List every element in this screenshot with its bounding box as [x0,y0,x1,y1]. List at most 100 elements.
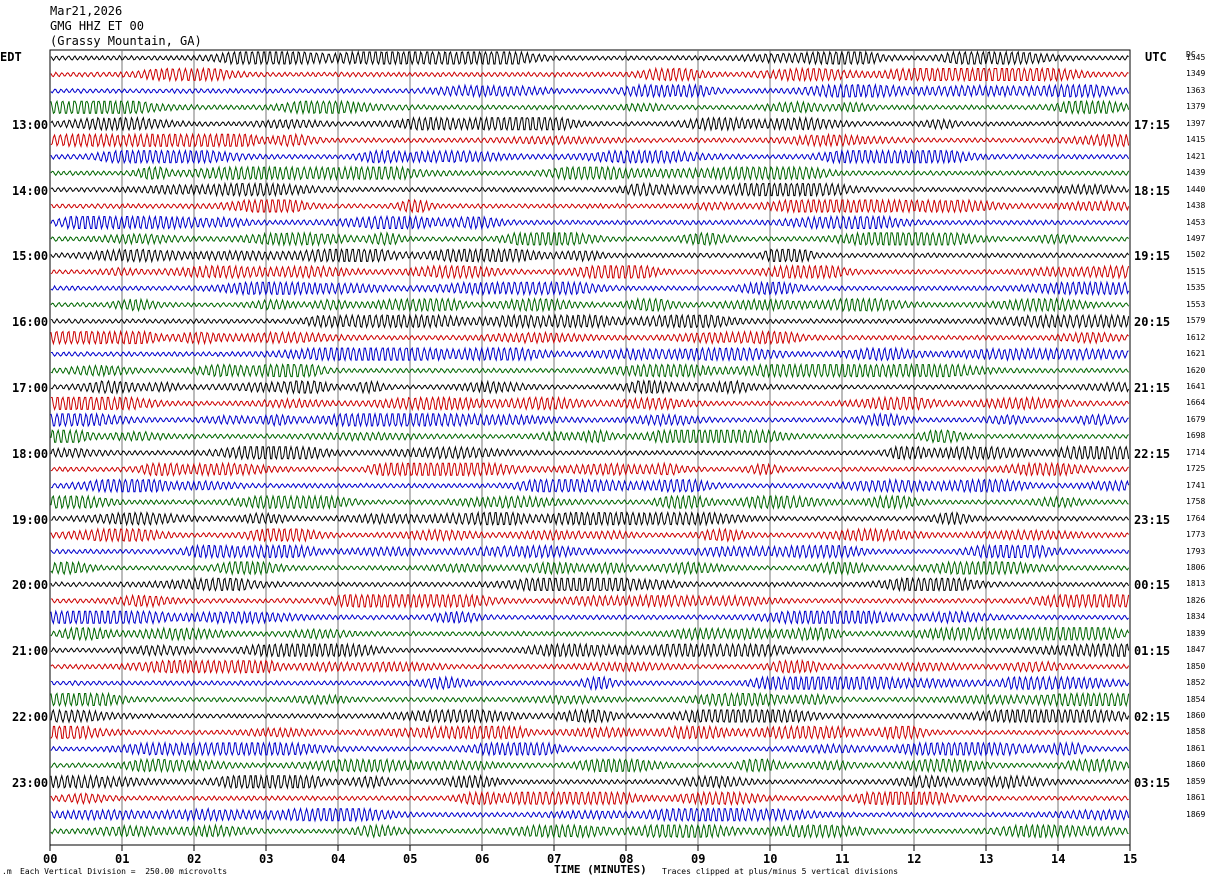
x-tick-label-11: 11 [835,852,850,866]
trace-line [50,494,1129,511]
right-hour-label: 00:15 [1134,578,1171,593]
dc-offset-label: 1612 [1186,332,1206,342]
trace-line [50,395,1130,412]
dc-offset-label: 1679 [1186,414,1206,424]
left-hour-label: 17:00 [12,381,49,395]
trace-line [50,510,1130,527]
right-hour-label: 01:15 [1134,644,1171,659]
trace-line [50,740,1130,757]
dc-offset-label: 1714 [1186,447,1206,457]
trace-line [50,247,1130,264]
trace-line [50,806,1130,823]
dc-offset-label: 1860 [1186,711,1206,720]
trace-line [50,198,1130,214]
x-tick-label-12: 12 [907,852,922,866]
dc-offset-label: 1453 [1186,217,1206,227]
trace-line [50,280,1130,297]
dc-offset-label: 1839 [1186,628,1206,638]
x-tick-label-02: 02 [187,852,202,866]
dc-offset-label: 1349 [1186,69,1206,79]
chart-traces [50,50,1130,840]
trace-line [50,691,1130,708]
trace-line [50,230,1129,247]
left-hour-label: 15:00 [12,249,49,264]
left-hour-label: 23:00 [12,775,49,790]
dc-offset-label: 1698 [1186,431,1206,441]
trace-line [50,724,1130,741]
trace-line [51,477,1130,494]
trace-line [50,346,1129,363]
trace-line [50,329,1129,346]
trace-line [50,543,1130,560]
dc-offset-label: 1793 [1186,546,1206,556]
trace-line [50,165,1130,182]
right-hour-label: 03:15 [1134,775,1171,790]
trace-line [50,823,1129,840]
x-axis-label: TIME (MINUTES) [554,863,647,876]
x-tick-label-06: 06 [475,852,490,866]
right-hour-label: 02:15 [1134,710,1171,724]
trace-line [50,263,1130,280]
trace-line [50,461,1129,478]
dc-offset-label: 1859 [1186,776,1206,786]
trace-line [50,214,1130,231]
right-hour-label: 17:15 [1134,117,1171,132]
x-tick-label-13: 13 [979,852,994,866]
dc-offset-label: 1397 [1186,118,1206,128]
dc-offset-label: 1553 [1186,299,1206,309]
dc-offset-label: 1415 [1186,135,1206,145]
trace-line [50,99,1130,116]
left-hour-label: 16:00 [12,315,49,330]
x-tick-label-08: 08 [619,852,634,866]
trace-line [50,115,1130,132]
dc-offset-label: 1440 [1186,184,1206,194]
trace-line [50,576,1130,593]
trace-line [50,773,1130,790]
dc-offset-label: 1813 [1186,579,1206,589]
dc-offset-label: 1834 [1186,612,1206,622]
plot-date: Mar21,2026 [50,4,123,18]
dc-offset-label: 1641 [1186,382,1206,391]
dc-offset-label: 1826 [1186,595,1206,605]
dc-offset-label: 1850 [1186,661,1206,671]
dc-offset-label: 1858 [1186,727,1206,737]
dc-offset-label: 1869 [1186,809,1206,819]
dc-offset-label: 1620 [1186,365,1206,375]
station-code: GMG HHZ ET 00 [50,19,144,33]
dc-offset-label: 1664 [1186,398,1206,408]
dc-offset-label: 1345 [1186,53,1206,62]
dc-offset-label: 1535 [1186,283,1206,293]
clipping-note: Traces clipped at plus/minus 5 vertical … [662,867,899,876]
x-tick-label-10: 10 [763,852,778,866]
trace-line [50,50,1129,66]
dc-title: DC [1186,50,1196,59]
plot-frame [49,49,1131,846]
dc-offset-label: 1764 [1186,513,1206,523]
right-hour-label: 19:15 [1134,249,1171,264]
dc-offset-label: 1852 [1186,678,1206,688]
dc-offset-label: 1438 [1186,201,1206,211]
trace-line [50,82,1130,99]
dc-offset-label: 1439 [1186,168,1206,178]
dc-offset-label: 1379 [1186,102,1206,112]
left-hour-label: 14:00 [12,183,49,198]
trace-line [50,790,1129,807]
dc-offset-label: 1860 [1186,760,1206,770]
trace-line [50,642,1130,659]
trace-line [50,132,1130,149]
left-axis-title: EDT [0,50,22,64]
footer-mark: .m [2,867,12,876]
right-axis-title: UTC [1145,50,1167,64]
dc-offset-label: 1854 [1186,694,1206,704]
left-hour-label: 20:00 [12,578,49,593]
trace-line [50,428,1129,444]
dc-offset-label: 1861 [1186,743,1206,753]
dc-offset-label: 1363 [1186,85,1206,95]
right-hour-label: 20:15 [1134,315,1171,330]
x-tick-label-14: 14 [1051,852,1066,866]
trace-line [50,757,1130,774]
dc-offset-label: 1421 [1186,151,1206,161]
dc-offset-label: 1621 [1186,349,1206,359]
right-hour-label: 22:15 [1134,446,1171,461]
